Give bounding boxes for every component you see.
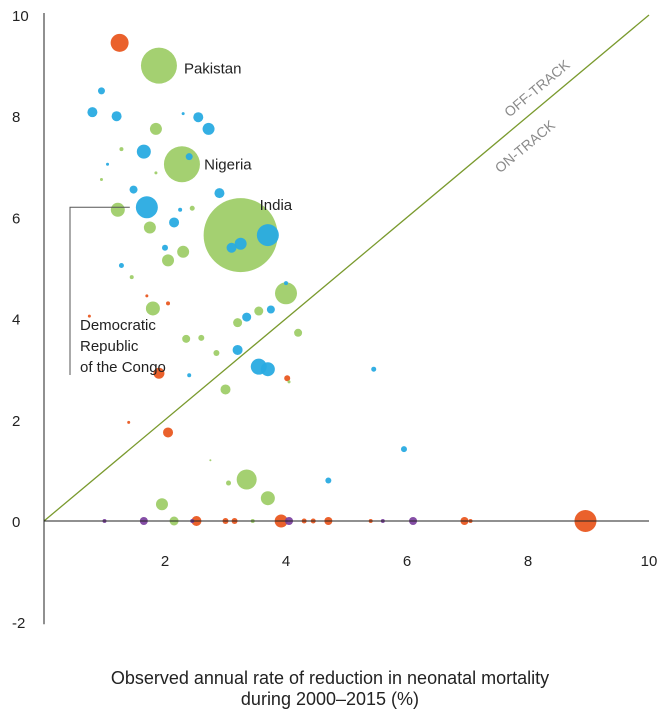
data-point [260, 362, 275, 377]
annotation-india: India [260, 197, 293, 214]
data-point [371, 366, 377, 372]
data-point [106, 162, 110, 166]
data-point [145, 301, 160, 316]
data-point [284, 375, 291, 382]
y-tick-label: 6 [12, 210, 20, 227]
data-point [162, 254, 175, 267]
annotation-drc-line: Democratic [80, 317, 156, 334]
data-point [182, 334, 191, 343]
data-point [233, 318, 243, 328]
data-point [185, 153, 193, 161]
data-point [163, 146, 200, 183]
data-point [202, 122, 215, 135]
data-point [236, 469, 257, 490]
y-tick-label: 0 [12, 514, 20, 531]
data-point [149, 122, 162, 135]
data-point [99, 177, 103, 181]
x-axis-title-line-2: during 2000–2015 (%) [240, 689, 420, 709]
data-point [254, 306, 264, 316]
data-point [162, 244, 168, 251]
data-point [294, 328, 303, 337]
data-point [181, 112, 185, 116]
data-points [87, 33, 597, 532]
y-tick-label: 4 [12, 312, 20, 329]
data-point [155, 498, 168, 511]
annotation-nigeria: Nigeria [204, 156, 252, 173]
data-point [198, 334, 205, 341]
y-tick-label: -2 [12, 615, 25, 632]
x-tick-label: 6 [403, 553, 411, 570]
data-point [163, 427, 174, 438]
drc-leader-line [69, 206, 130, 375]
data-point [129, 185, 138, 194]
data-point [325, 477, 332, 484]
x-tick-label: 4 [282, 553, 290, 570]
data-point [178, 207, 183, 212]
data-point [256, 224, 279, 247]
x-tick-label: 10 [641, 553, 658, 570]
data-point [275, 282, 297, 305]
data-point [119, 147, 124, 152]
y-tick-label: 8 [12, 109, 20, 126]
data-point [203, 198, 278, 273]
data-point [166, 301, 171, 306]
data-point [118, 262, 124, 268]
data-point [169, 217, 180, 228]
data-point [189, 205, 195, 211]
data-point [111, 111, 122, 122]
data-point [110, 202, 125, 217]
data-point [287, 380, 291, 384]
data-point [127, 420, 131, 424]
data-point [260, 491, 275, 506]
data-point [400, 446, 407, 453]
data-point [145, 294, 149, 298]
annotation-drc-line: Republic [80, 338, 139, 355]
data-point [153, 367, 165, 379]
data-point [187, 373, 192, 378]
x-tick-label: 8 [524, 553, 532, 570]
data-point [232, 344, 243, 355]
annotations: Pakistan Nigeria India Democratic Republic of… [69, 61, 293, 376]
annotation-drc-line: of the Congo [80, 359, 166, 376]
data-point [209, 459, 212, 462]
data-point [193, 112, 204, 123]
data-point [226, 242, 237, 253]
data-point [284, 281, 288, 286]
data-point [266, 305, 275, 314]
data-point [87, 107, 98, 118]
data-point [177, 245, 190, 258]
x-axis-title-line-1: Observed annual rate of reduction in neo… [110, 668, 550, 688]
data-point [140, 47, 177, 84]
data-point [234, 237, 247, 250]
on-track-label: ON-TRACK [492, 116, 559, 176]
data-point [154, 171, 158, 175]
data-point [129, 275, 134, 280]
y-tick-label: 2 [12, 413, 20, 430]
data-point [214, 188, 225, 199]
data-point [213, 350, 220, 357]
data-point [143, 221, 156, 234]
data-point [97, 87, 105, 95]
data-point [110, 33, 129, 52]
on-off-track-reference-line [43, 14, 650, 522]
data-point [87, 314, 91, 318]
data-point [135, 196, 158, 219]
y-tick-label: 10 [12, 8, 29, 25]
data-point [226, 480, 232, 486]
annotation-pakistan: Pakistan [184, 61, 242, 78]
data-point [242, 312, 252, 322]
data-point [220, 384, 231, 395]
axis-ticks: -2 0 2 4 6 8 10 2 4 6 8 10 [12, 8, 657, 632]
data-point [136, 144, 151, 159]
x-axis-title: Observed annual rate of reduction in neo… [0, 668, 660, 710]
x-tick-label: 2 [161, 553, 169, 570]
